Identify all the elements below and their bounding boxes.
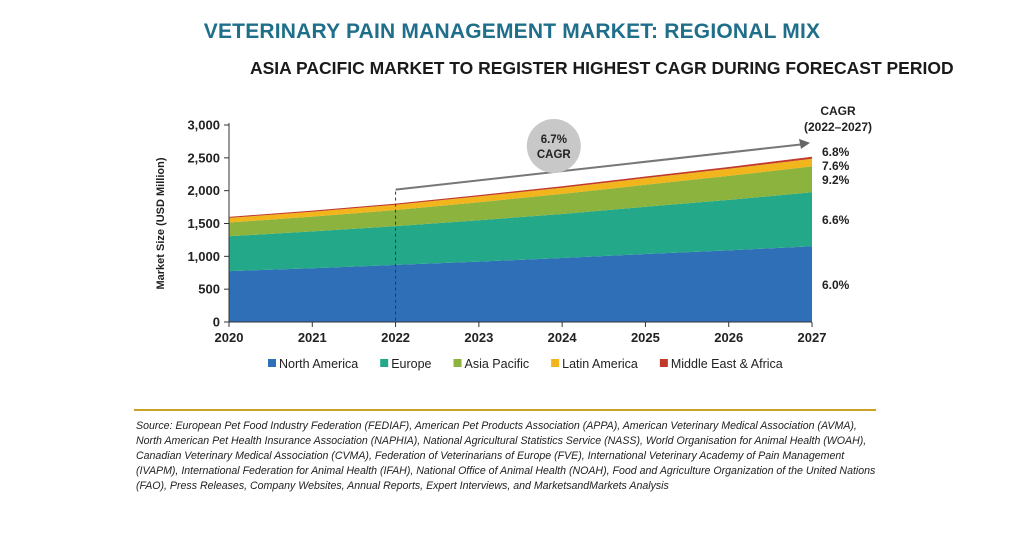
legend-swatch — [453, 359, 462, 367]
legend-swatch — [551, 359, 560, 367]
legend-label: Europe — [391, 357, 431, 371]
stacked-area-chart: 0 500 1,000 1,500 2,000 2,500 3,000 2020 2021 202… — [155, 104, 872, 371]
cagr-label-2: 9.2% — [822, 173, 850, 187]
legend-swatch — [380, 359, 389, 367]
legend-label: Asia Pacific — [465, 357, 530, 371]
legend-swatch — [268, 359, 276, 367]
area-europe — [229, 192, 812, 272]
y-tick-label: 0 — [213, 315, 220, 330]
cagr-arrow-line — [395, 143, 803, 191]
cagr-label-0: 6.0% — [822, 278, 850, 292]
area-north-america — [229, 246, 812, 322]
y-axis-label: Market Size (USD Million) — [155, 157, 167, 289]
cagr-badge — [526, 119, 581, 174]
x-tick-label: 2026 — [714, 330, 743, 345]
cagr-label-3: 7.6% — [822, 159, 850, 173]
cagr-label-4: 6.8% — [822, 145, 850, 159]
legend-label: Latin America — [562, 357, 638, 371]
cagr-label-1: 6.6% — [822, 213, 850, 227]
y-tick-label: 2,500 — [187, 150, 220, 165]
cagr-arrow-head — [799, 138, 810, 149]
y-tick-label: 1,000 — [187, 249, 220, 264]
legend-label: Middle East & Africa — [671, 357, 783, 371]
x-tick-label: 2025 — [631, 330, 660, 345]
cagr-badge-label: CAGR — [537, 149, 572, 161]
area-latin-america — [229, 158, 812, 223]
chart-title: VETERINARY PAIN MANAGEMENT MARKET: REGIO… — [203, 20, 821, 43]
cagr-header: CAGR — [820, 104, 856, 118]
chart-subtitle: ASIA PACIFIC MARKET TO REGISTER HIGHEST … — [250, 58, 954, 78]
legend-label: North America — [279, 357, 358, 371]
x-tick-label: 2022 — [381, 330, 410, 345]
x-tick-label: 2027 — [798, 330, 827, 345]
cagr-header-period: (2022–2027) — [804, 120, 872, 134]
x-tick-label: 2020 — [215, 330, 244, 345]
y-tick-label: 1,500 — [187, 216, 220, 231]
x-tick-label: 2023 — [464, 330, 493, 345]
source-note: Source: European Pet Food Industry Feder… — [136, 420, 876, 492]
x-tick-label: 2021 — [298, 330, 327, 345]
x-tick-label: 2024 — [548, 330, 578, 345]
cagr-badge-value: 6.7% — [541, 134, 567, 146]
y-tick-label: 3,000 — [187, 118, 220, 133]
area-asia-pacific — [229, 166, 812, 237]
legend-swatch — [659, 359, 668, 367]
y-tick-label: 2,000 — [187, 183, 220, 198]
divider — [134, 409, 876, 411]
y-tick-label: 500 — [198, 282, 220, 297]
